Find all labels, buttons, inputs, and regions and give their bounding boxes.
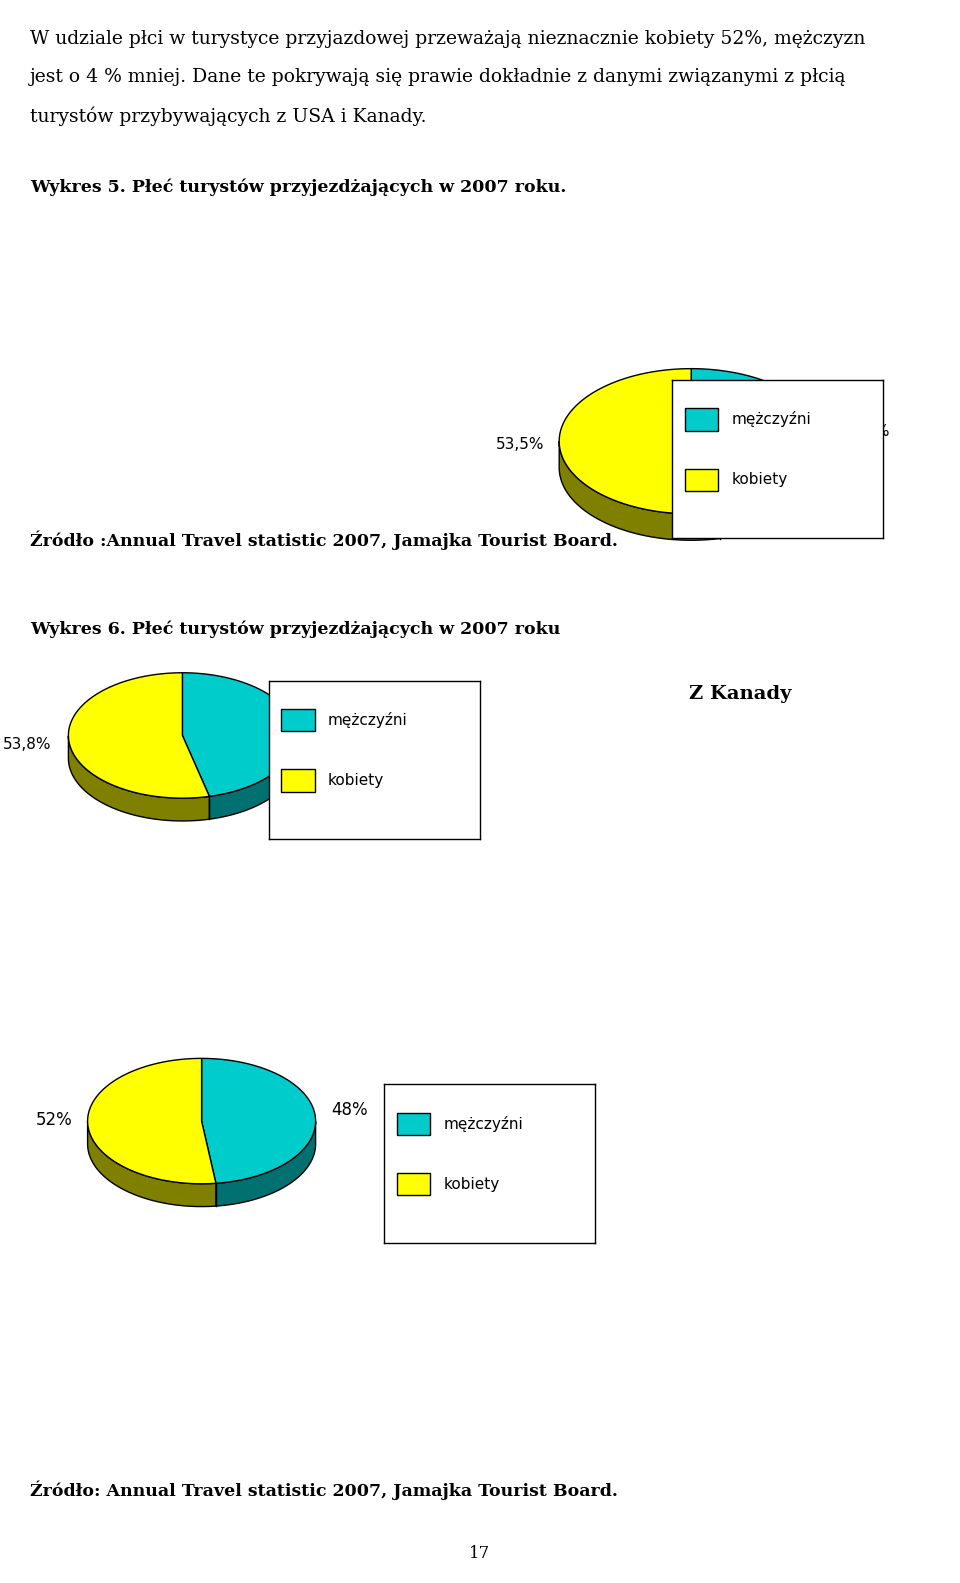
Text: Źródło :Annual Travel statistic 2007, Jamajka Tourist Board.: Źródło :Annual Travel statistic 2007, Ja… [30,530,618,549]
Polygon shape [87,1059,216,1184]
Text: mężczyźni: mężczyźni [444,1116,523,1132]
Polygon shape [560,369,720,514]
Bar [281,769,315,792]
Polygon shape [68,673,209,798]
Bar [396,1173,430,1195]
Bar [684,469,718,491]
Polygon shape [691,369,823,513]
Polygon shape [720,442,823,538]
Text: 53,8%: 53,8% [3,738,52,752]
Text: kobiety: kobiety [444,1176,499,1192]
Text: 46,5%: 46,5% [842,424,890,438]
Polygon shape [216,1121,316,1206]
Text: mężczyźni: mężczyźni [732,412,811,427]
Text: W udziale płci w turystyce przyjazdowej przeważają nieznacznie kobiety 52%, mężc: W udziale płci w turystyce przyjazdowej … [30,30,865,47]
Bar [684,408,718,431]
Polygon shape [68,736,209,822]
Bar [396,1113,430,1135]
Polygon shape [209,736,297,818]
Text: 46,2%: 46,2% [309,719,357,733]
Text: Wykres 5. Płeć turystów przyjezdżających w 2007 roku.: Wykres 5. Płeć turystów przyjezdżających… [30,177,566,195]
Text: kobiety: kobiety [328,773,384,788]
Text: jest o 4 % mniej. Dane te pokrywają się prawie dokładnie z danymi związanymi z p: jest o 4 % mniej. Dane te pokrywają się … [30,68,847,85]
Polygon shape [182,673,297,796]
Polygon shape [202,1059,316,1183]
Text: Z USA: Z USA [141,685,208,703]
Polygon shape [560,442,720,540]
Polygon shape [87,1121,216,1206]
Text: Źródło: Annual Travel statistic 2007, Jamajka Tourist Board.: Źródło: Annual Travel statistic 2007, Ja… [30,1480,618,1499]
Text: 52%: 52% [36,1111,72,1129]
Text: Wykres 6. Płeć turystów przyjezdżających w 2007 roku: Wykres 6. Płeć turystów przyjezdżających… [30,621,561,638]
Text: turystów przybywających z USA i Kanady.: turystów przybywających z USA i Kanady. [30,106,426,125]
Bar [281,709,315,731]
Text: 53,5%: 53,5% [496,437,545,453]
Text: mężczyźni: mężczyźni [328,712,408,728]
Text: 48%: 48% [331,1102,368,1119]
Text: Z Kanady: Z Kanady [688,685,791,703]
Text: kobiety: kobiety [732,472,787,488]
Text: 17: 17 [469,1545,491,1562]
